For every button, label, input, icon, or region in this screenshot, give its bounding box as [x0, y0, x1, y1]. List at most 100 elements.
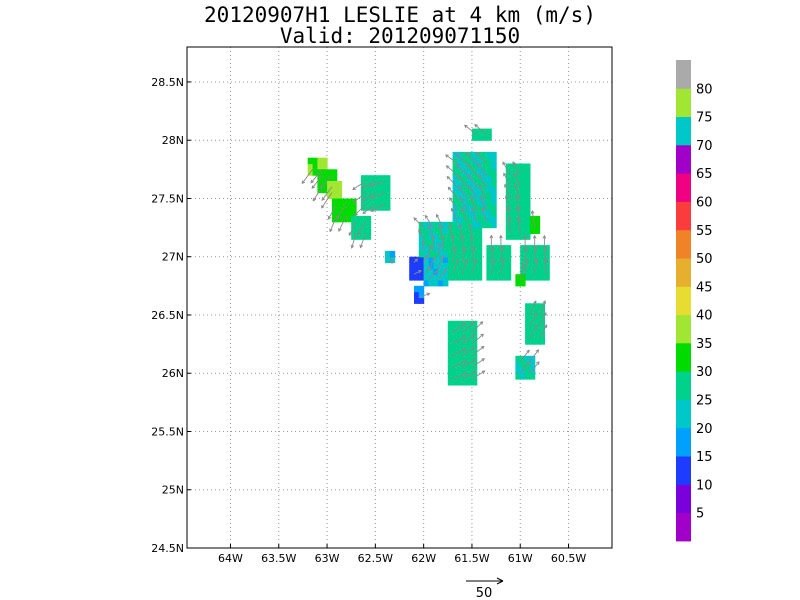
wind-cell: [471, 320, 478, 328]
wind-cell: [476, 233, 483, 240]
wind-cell: [525, 355, 531, 363]
wind-vector: [471, 207, 478, 222]
wind-cell: [438, 256, 444, 264]
wind-cell: [457, 233, 463, 240]
wind-vector: [467, 174, 478, 188]
wind-cell: [510, 210, 516, 217]
wind-cell: [351, 210, 357, 217]
wind-cell: [505, 245, 512, 252]
wind-cell: [457, 349, 463, 357]
wind-cell: [529, 309, 536, 316]
wind-vector: [500, 246, 505, 263]
wind-cell: [307, 157, 314, 165]
wind-cell: [385, 204, 391, 211]
wind-cell: [467, 361, 473, 368]
wind-cell: [539, 315, 545, 322]
wind-vector: [350, 233, 357, 249]
wind-vector: [369, 180, 386, 187]
wind-cell: [457, 250, 463, 258]
wind-cell: [486, 169, 492, 176]
wind-vector: [459, 196, 468, 211]
wind-vector: [461, 246, 467, 263]
wind-cell: [447, 367, 454, 374]
wind-cell: [515, 169, 521, 176]
wind-cell: [525, 373, 531, 380]
wind-cell: [438, 262, 444, 269]
colorbar-swatch: [676, 314, 691, 344]
wind-cell: [418, 233, 425, 240]
wind-vector: [369, 192, 386, 200]
wind-cell: [452, 256, 458, 264]
wind-cell: [486, 128, 492, 135]
wind-cell: [525, 303, 531, 310]
wind-cell: [471, 128, 478, 135]
wind-vector: [413, 270, 422, 275]
wind-vector: [466, 163, 478, 176]
wind-vector: [452, 360, 467, 368]
wind-cell: [452, 163, 458, 170]
wind-cell: [365, 215, 372, 223]
wind-cell: [520, 204, 526, 211]
wind-cell: [462, 361, 468, 368]
wind-cell: [351, 227, 357, 234]
wind-cell: [486, 181, 492, 188]
wind-cell: [447, 268, 454, 275]
wind-cell: [457, 169, 463, 176]
wind-vectors: [301, 123, 548, 380]
wind-vector: [418, 228, 425, 240]
wind-vector: [529, 312, 538, 327]
wind-cell: [505, 181, 512, 188]
wind-cell: [496, 250, 502, 258]
wind-cell: [331, 198, 338, 205]
wind-cell: [467, 245, 473, 252]
wind-cell: [375, 181, 381, 188]
wind-cell: [505, 227, 512, 234]
wind-cell: [525, 204, 531, 211]
wind-cell: [380, 192, 386, 199]
wind-cell: [462, 349, 468, 357]
colorbar-swatch: [676, 371, 691, 400]
wind-cell: [476, 175, 483, 182]
wind-cell: [491, 198, 497, 205]
wind-cell: [414, 274, 420, 281]
wind-cell: [467, 157, 473, 165]
wind-cell: [510, 169, 516, 176]
wind-cell: [452, 326, 458, 333]
wind-cell: [443, 274, 449, 281]
wind-cell: [520, 192, 526, 199]
wind-cell: [457, 215, 463, 223]
wind-cell: [505, 163, 512, 170]
wind-cell: [418, 250, 425, 258]
wind-cell: [529, 320, 536, 328]
wind-cell: [467, 192, 473, 199]
wind-cell: [476, 204, 483, 211]
wind-cell: [457, 367, 463, 374]
wind-cell: [452, 210, 458, 217]
wind-vector: [523, 234, 527, 251]
wind-cell: [525, 326, 531, 333]
wind-cell: [505, 268, 512, 275]
wind-cell: [452, 349, 458, 357]
wind-cell: [486, 175, 492, 182]
wind-cell: [322, 181, 328, 188]
wind-cell: [433, 227, 439, 234]
wind-cell: [433, 280, 439, 287]
colorbar-label: 35: [696, 337, 713, 352]
wind-cell: [471, 379, 478, 386]
plot-frame: [186, 46, 613, 549]
wind-cell: [438, 233, 444, 240]
y-tick-label: 25N: [162, 484, 184, 497]
wind-cell: [409, 262, 415, 269]
wind-cell: [491, 163, 497, 170]
wind-cell: [476, 245, 483, 252]
wind-cell: [544, 250, 550, 258]
wind-cell: [471, 256, 478, 264]
colorbar-swatch: [676, 116, 691, 146]
wind-cell: [505, 256, 512, 264]
wind-cell: [520, 268, 526, 275]
wind-vector: [452, 347, 467, 357]
wind-cell: [365, 175, 372, 182]
wind-vector: [539, 324, 548, 339]
wind-cell: [491, 250, 497, 258]
wind-cell: [500, 250, 507, 258]
